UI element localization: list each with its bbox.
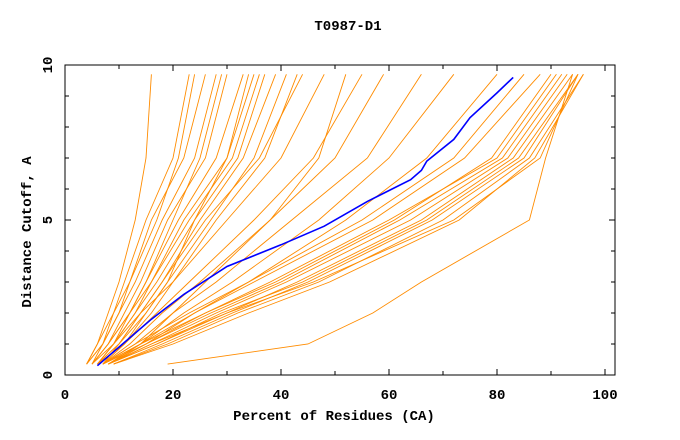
model-line-1 [86,74,152,365]
x-tick-label: 0 [61,388,69,404]
model-line-18 [97,74,363,365]
model-line-14 [86,74,196,365]
model-line-33 [108,74,579,365]
x-tick-label: 40 [273,388,290,404]
model-line-27 [108,74,573,365]
highlight-line [96,76,514,367]
x-tick-label: 20 [165,388,182,404]
model-line-23 [107,74,347,365]
y-tick-label: 10 [41,57,57,74]
model-line-22 [107,74,498,365]
x-tick-label: 60 [381,388,398,404]
model-line-25 [102,74,563,365]
series-lines [86,73,584,367]
y-tick-label: 0 [41,371,57,379]
model-line-17 [97,74,325,365]
model-line-13 [97,74,223,365]
y-axis-label: Distance Cutoff, A [20,156,36,308]
model-line-35 [102,74,525,365]
model-line-29 [113,74,579,365]
model-line-36 [167,74,574,365]
model-line-5 [91,74,228,365]
axis-ticks [64,64,615,376]
model-line-12 [91,74,260,365]
model-line-34 [102,73,541,365]
model-line-28 [108,74,579,365]
y-tick-labels: 0 5 10 [41,57,57,380]
x-tick-label: 100 [592,388,617,404]
model-line-32 [113,74,584,365]
model-line-15 [91,74,303,365]
x-axis-label: Percent of Residues (CA) [233,409,435,425]
model-line-2 [86,74,190,365]
model-line-24 [102,74,557,365]
y-tick-label: 5 [41,216,57,224]
x-tick-labels: 0 20 40 60 80 100 [61,388,618,404]
model-line-30 [107,74,552,365]
model-line-19 [102,74,384,365]
chart-title: T0987-D1 [314,19,381,35]
x-tick-label: 80 [489,388,506,404]
model-line-31 [113,74,584,365]
